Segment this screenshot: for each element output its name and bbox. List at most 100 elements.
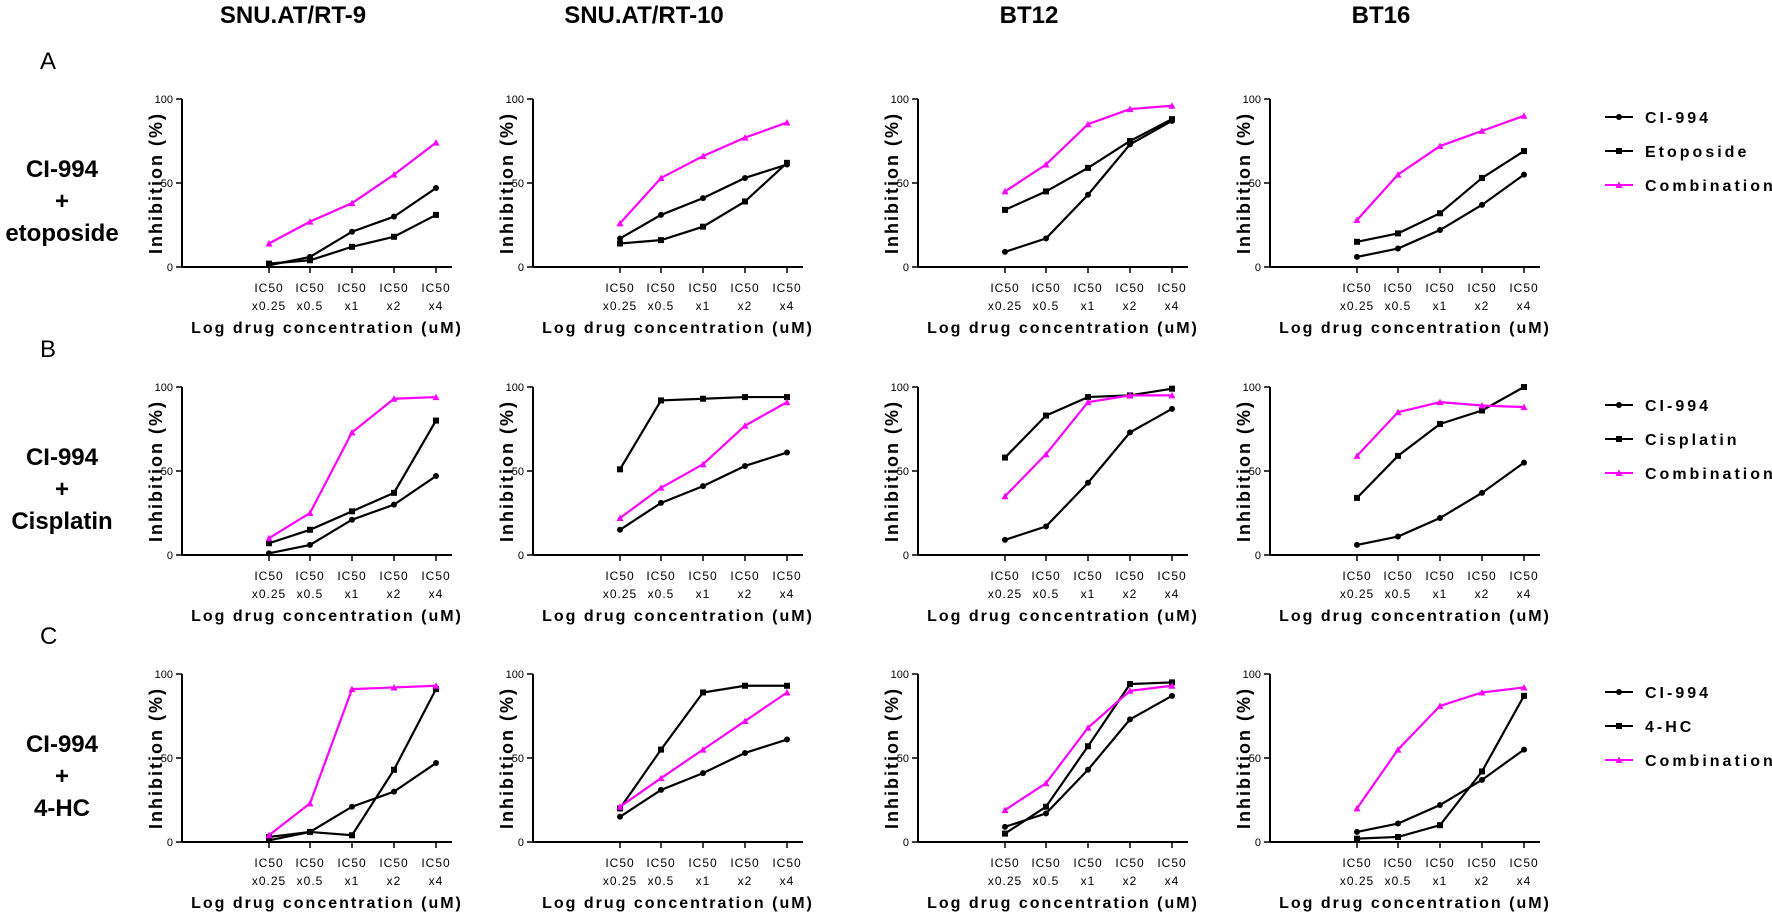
data-point xyxy=(349,832,355,839)
data-point xyxy=(1169,385,1175,392)
x-tick-label-line: x4 xyxy=(429,587,444,601)
data-point xyxy=(657,484,665,491)
data-point xyxy=(1354,253,1360,260)
row-label-line: etoposide xyxy=(5,220,118,247)
x-tick-label: IC50 x4 xyxy=(421,569,450,601)
x-tick-label: IC50 x0.5 xyxy=(646,569,675,601)
series xyxy=(265,682,440,839)
legend-label: CI-994 xyxy=(1645,398,1711,415)
series xyxy=(1353,398,1528,459)
x-axis-label: Log drug concentration (uM) xyxy=(191,320,463,337)
x-tick-label-line: IC50 xyxy=(1073,569,1102,583)
x-tick-label-line: IC50 xyxy=(646,569,675,583)
row-label-line: CI-994 xyxy=(26,156,99,183)
x-tick-label: IC50 x0.5 xyxy=(646,856,675,888)
data-point xyxy=(784,682,790,689)
y-tick-label: 100 xyxy=(155,94,173,106)
data-point xyxy=(700,195,706,202)
data-point xyxy=(307,257,313,264)
x-tick-label-line: IC50 xyxy=(337,281,366,295)
series xyxy=(265,393,440,542)
data-point xyxy=(349,516,355,523)
x-axis-label: Log drug concentration (uM) xyxy=(927,895,1199,912)
data-point xyxy=(1126,391,1134,399)
x-tick-label: IC50 x2 xyxy=(1115,569,1144,601)
data-point xyxy=(390,683,398,691)
data-point xyxy=(1002,454,1008,461)
data-point xyxy=(1002,248,1008,255)
data-point xyxy=(700,689,706,696)
x-axis-label: Log drug concentration (uM) xyxy=(1279,895,1551,912)
data-point xyxy=(1615,469,1623,476)
data-point xyxy=(658,397,664,404)
y-tick-label: 100 xyxy=(155,669,173,681)
series-line xyxy=(268,187,437,267)
y-tick-label: 50 xyxy=(512,753,524,765)
y-axis-label: Inhibition (%) xyxy=(882,400,902,542)
data-point xyxy=(741,134,749,141)
series xyxy=(1001,682,1176,814)
x-tick-label-line: x0.5 xyxy=(1033,874,1060,888)
data-point xyxy=(1043,412,1049,419)
x-tick-label-line: IC50 xyxy=(730,856,759,870)
x-tick-label-line: x4 xyxy=(1165,874,1180,888)
data-point xyxy=(1436,398,1444,406)
data-point xyxy=(349,228,355,235)
data-point xyxy=(1085,164,1091,171)
data-point xyxy=(265,239,273,247)
x-tick-label-line: IC50 xyxy=(605,569,634,583)
data-point xyxy=(348,199,356,207)
x-tick-label-line: IC50 xyxy=(379,856,408,870)
x-tick-label-line: x2 xyxy=(1123,299,1138,313)
x-tick-label-line: x4 xyxy=(429,299,444,313)
data-point xyxy=(700,395,706,402)
x-tick-label-line: x0.25 xyxy=(988,587,1022,601)
x-tick-label: IC50 x2 xyxy=(730,281,759,313)
x-tick-label: IC50 x1 xyxy=(688,281,717,313)
series-line xyxy=(619,395,787,470)
series xyxy=(1002,405,1175,543)
data-point xyxy=(658,746,664,753)
x-tick-label: IC50 x4 xyxy=(772,281,801,313)
data-point xyxy=(1479,201,1485,208)
data-point xyxy=(784,736,790,743)
data-point xyxy=(1437,822,1443,829)
series-line xyxy=(1356,461,1525,546)
x-tick-label-line: IC50 xyxy=(1157,569,1186,583)
data-point xyxy=(1479,768,1485,775)
x-tick-label: IC50 x2 xyxy=(1467,569,1496,601)
x-tick-label-line: x2 xyxy=(1123,874,1138,888)
x-tick-label: IC50 x0.25 xyxy=(603,856,637,888)
data-point xyxy=(433,686,439,693)
x-tick-label-line: IC50 xyxy=(1157,281,1186,295)
x-tick-label: IC50 x2 xyxy=(1467,856,1496,888)
chart-panel: 0 50 100 IC50 x0.25 IC50 x0.5 IC50 x1 IC50 x2 IC50 x… xyxy=(497,94,812,337)
y-tick-label: 0 xyxy=(903,837,909,849)
data-point xyxy=(1394,408,1402,416)
x-tick-label-line: IC50 xyxy=(1115,856,1144,870)
data-point xyxy=(1616,436,1622,442)
x-tick-label: IC50 x2 xyxy=(379,856,408,888)
x-tick-label-line: x0.25 xyxy=(603,299,637,313)
y-tick-label: 0 xyxy=(167,837,173,849)
x-tick-label-line: IC50 xyxy=(772,569,801,583)
data-point xyxy=(742,198,748,205)
data-point xyxy=(1395,820,1401,827)
data-point xyxy=(1479,776,1485,783)
data-point xyxy=(432,139,440,146)
data-point xyxy=(1616,148,1622,154)
y-tick-label: 50 xyxy=(897,178,909,190)
x-tick-label: IC50 x2 xyxy=(1115,281,1144,313)
x-tick-label: IC50 x0.5 xyxy=(1383,856,1412,888)
x-tick-label-line: x0.5 xyxy=(1033,587,1060,601)
data-point xyxy=(1520,683,1528,691)
data-point xyxy=(616,219,624,227)
y-tick-label: 0 xyxy=(903,550,909,562)
x-axis-label: Log drug concentration (uM) xyxy=(1279,320,1551,337)
x-tick-label-line: x1 xyxy=(696,587,711,601)
data-point xyxy=(349,803,355,810)
data-point xyxy=(266,550,272,557)
data-point xyxy=(1436,702,1444,709)
data-point xyxy=(1478,401,1486,409)
x-tick-label-line: x2 xyxy=(1475,874,1490,888)
